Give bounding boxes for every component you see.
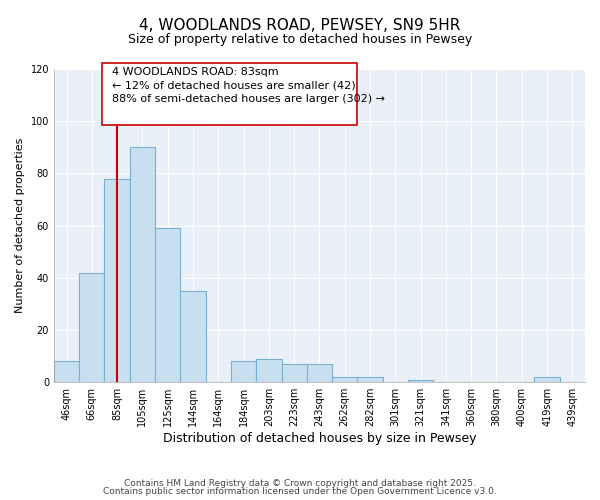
Bar bbox=[54, 362, 79, 382]
Text: Contains HM Land Registry data © Crown copyright and database right 2025.: Contains HM Land Registry data © Crown c… bbox=[124, 478, 476, 488]
Bar bbox=[231, 362, 256, 382]
Text: 4, WOODLANDS ROAD, PEWSEY, SN9 5HR: 4, WOODLANDS ROAD, PEWSEY, SN9 5HR bbox=[139, 18, 461, 32]
Bar bbox=[155, 228, 181, 382]
Bar bbox=[281, 364, 307, 382]
Bar bbox=[130, 148, 155, 382]
Text: Contains public sector information licensed under the Open Government Licence v3: Contains public sector information licen… bbox=[103, 487, 497, 496]
Bar bbox=[181, 291, 206, 382]
Y-axis label: Number of detached properties: Number of detached properties bbox=[15, 138, 25, 314]
Bar bbox=[256, 358, 281, 382]
Bar bbox=[79, 272, 104, 382]
Bar bbox=[104, 178, 130, 382]
Text: Size of property relative to detached houses in Pewsey: Size of property relative to detached ho… bbox=[128, 32, 472, 46]
Bar bbox=[332, 377, 358, 382]
X-axis label: Distribution of detached houses by size in Pewsey: Distribution of detached houses by size … bbox=[163, 432, 476, 445]
Bar bbox=[408, 380, 433, 382]
FancyBboxPatch shape bbox=[102, 62, 356, 126]
Text: 4 WOODLANDS ROAD: 83sqm
← 12% of detached houses are smaller (42)
88% of semi-de: 4 WOODLANDS ROAD: 83sqm ← 12% of detache… bbox=[112, 68, 385, 104]
Bar bbox=[358, 377, 383, 382]
Bar bbox=[307, 364, 332, 382]
Bar bbox=[535, 377, 560, 382]
